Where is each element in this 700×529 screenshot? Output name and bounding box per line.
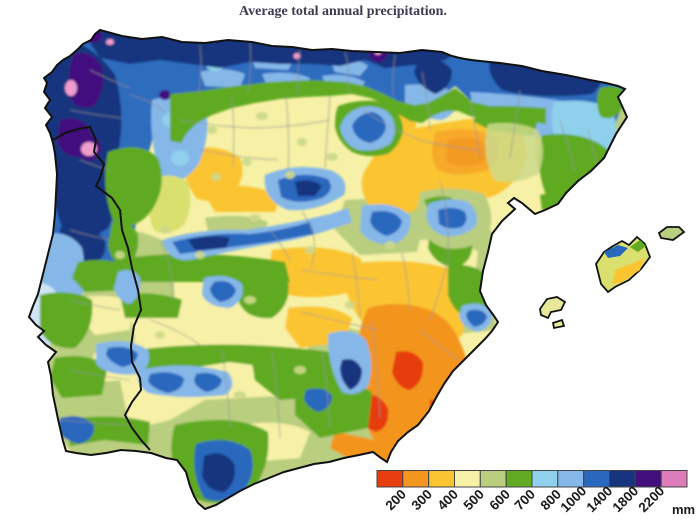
- svg-text:1400: 1400: [584, 483, 616, 515]
- svg-text:mm: mm: [672, 502, 695, 517]
- svg-text:700: 700: [512, 487, 539, 514]
- svg-text:600: 600: [487, 487, 514, 514]
- svg-text:1800: 1800: [610, 483, 642, 515]
- svg-text:200: 200: [383, 487, 410, 514]
- svg-text:500: 500: [461, 487, 488, 514]
- svg-text:2200: 2200: [636, 483, 668, 515]
- svg-text:1000: 1000: [558, 483, 590, 515]
- svg-text:800: 800: [538, 487, 565, 514]
- svg-text:300: 300: [409, 487, 436, 514]
- svg-text:400: 400: [435, 487, 462, 514]
